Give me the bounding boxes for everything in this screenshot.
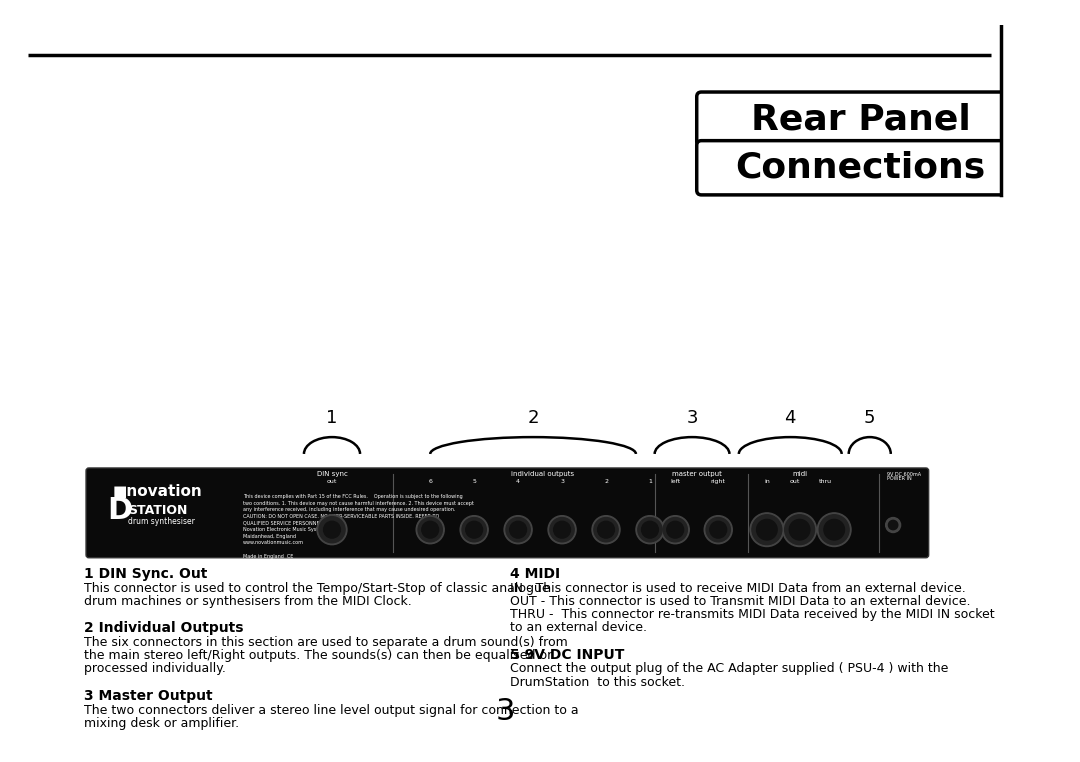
Circle shape	[710, 521, 727, 538]
Text: thru: thru	[819, 479, 832, 484]
Circle shape	[666, 521, 684, 538]
Text: 5: 5	[472, 479, 476, 484]
Circle shape	[706, 517, 730, 542]
Text: 6: 6	[429, 479, 432, 484]
Text: POWER IN: POWER IN	[887, 476, 912, 481]
Text: 3: 3	[496, 696, 515, 725]
Text: individual outputs: individual outputs	[511, 472, 573, 477]
Circle shape	[783, 513, 816, 546]
Text: D: D	[108, 495, 133, 524]
Circle shape	[460, 516, 488, 544]
Circle shape	[789, 520, 810, 540]
Circle shape	[757, 520, 778, 540]
Text: 2: 2	[527, 409, 539, 427]
Circle shape	[820, 515, 849, 545]
Circle shape	[318, 515, 347, 545]
Text: 1 DIN Sync. Out: 1 DIN Sync. Out	[84, 567, 207, 581]
Text: master output: master output	[672, 472, 721, 477]
Text: OUT - This connector is used to Transmit MIDI Data to an external device.: OUT - This connector is used to Transmit…	[510, 595, 970, 608]
Text: 5: 5	[864, 409, 876, 427]
Text: STATION: STATION	[129, 504, 188, 517]
Text: Connect the output plug of the AC Adapter supplied ( PSU-4 ) with the: Connect the output plug of the AC Adapte…	[510, 662, 948, 675]
Text: ■novation: ■novation	[112, 484, 202, 499]
Circle shape	[324, 521, 340, 538]
Circle shape	[462, 517, 486, 542]
Text: 4 MIDI: 4 MIDI	[510, 567, 559, 581]
Circle shape	[319, 517, 346, 543]
Circle shape	[505, 517, 530, 542]
Circle shape	[416, 516, 444, 544]
FancyBboxPatch shape	[697, 141, 1005, 195]
Text: 2 Individual Outputs: 2 Individual Outputs	[84, 621, 244, 636]
Text: 4: 4	[784, 409, 796, 427]
Circle shape	[752, 515, 782, 545]
Circle shape	[785, 515, 814, 545]
Text: IN - This connector is used to receive MIDI Data from an external device.: IN - This connector is used to receive M…	[510, 582, 966, 595]
Text: DIN sync: DIN sync	[316, 472, 348, 477]
Circle shape	[661, 516, 689, 544]
Text: out: out	[789, 479, 800, 484]
Text: This connector is used to control the Tempo/Start-Stop of classic analogue: This connector is used to control the Te…	[84, 582, 550, 595]
Text: This device complies with Part 15 of the FCC Rules.    Operation is subject to t: This device complies with Part 15 of the…	[243, 495, 474, 559]
Text: to an external device.: to an external device.	[510, 621, 647, 634]
Circle shape	[548, 516, 576, 544]
Text: The two connectors deliver a stereo line level output signal for connection to a: The two connectors deliver a stereo line…	[84, 703, 579, 716]
Circle shape	[422, 521, 438, 538]
Text: out: out	[327, 479, 337, 484]
Text: in: in	[764, 479, 770, 484]
Circle shape	[597, 521, 615, 538]
Circle shape	[642, 521, 659, 538]
Circle shape	[636, 516, 664, 544]
Circle shape	[824, 520, 845, 540]
Text: left: left	[671, 479, 680, 484]
Text: 2: 2	[604, 479, 608, 484]
Text: mixing desk or amplifier.: mixing desk or amplifier.	[84, 717, 240, 730]
Text: 3: 3	[561, 479, 564, 484]
Circle shape	[594, 517, 618, 542]
Text: The six connectors in this section are used to separate a drum sound(s) from: The six connectors in this section are u…	[84, 636, 568, 649]
Text: Rear Panel: Rear Panel	[751, 102, 970, 136]
Text: Connections: Connections	[735, 151, 986, 184]
Text: 4: 4	[516, 479, 521, 484]
Text: 3: 3	[686, 409, 698, 427]
Text: 1: 1	[326, 409, 338, 427]
Circle shape	[592, 516, 620, 544]
Circle shape	[510, 521, 527, 538]
Circle shape	[554, 521, 570, 538]
Bar	[1001, 8, 1020, 195]
FancyBboxPatch shape	[86, 468, 929, 558]
Text: drum synthesiser: drum synthesiser	[129, 517, 195, 526]
Circle shape	[704, 516, 732, 544]
Circle shape	[889, 520, 897, 530]
Circle shape	[886, 517, 901, 533]
Circle shape	[465, 521, 483, 538]
Text: 9V DC 600mA: 9V DC 600mA	[887, 472, 921, 477]
Text: midi: midi	[792, 472, 807, 477]
Text: 5 9V DC INPUT: 5 9V DC INPUT	[510, 648, 624, 661]
Circle shape	[750, 513, 784, 546]
FancyBboxPatch shape	[697, 92, 1005, 146]
Circle shape	[663, 517, 687, 542]
Text: DrumStation  to this socket.: DrumStation to this socket.	[510, 676, 685, 689]
Text: 3 Master Output: 3 Master Output	[84, 689, 213, 703]
Text: THRU -  This connector re-transmits MIDI Data received by the MIDI IN socket: THRU - This connector re-transmits MIDI …	[510, 608, 995, 621]
Circle shape	[418, 517, 443, 542]
Text: the main stereo left/Right outputs. The sounds(s) can then be equalised or: the main stereo left/Right outputs. The …	[84, 649, 552, 662]
Circle shape	[818, 513, 851, 546]
Text: drum machines or synthesisers from the MIDI Clock.: drum machines or synthesisers from the M…	[84, 595, 411, 608]
Text: 1: 1	[648, 479, 652, 484]
Text: right: right	[711, 479, 726, 484]
Circle shape	[504, 516, 532, 544]
Circle shape	[638, 517, 662, 542]
Circle shape	[550, 517, 575, 542]
Text: processed individually.: processed individually.	[84, 662, 226, 675]
